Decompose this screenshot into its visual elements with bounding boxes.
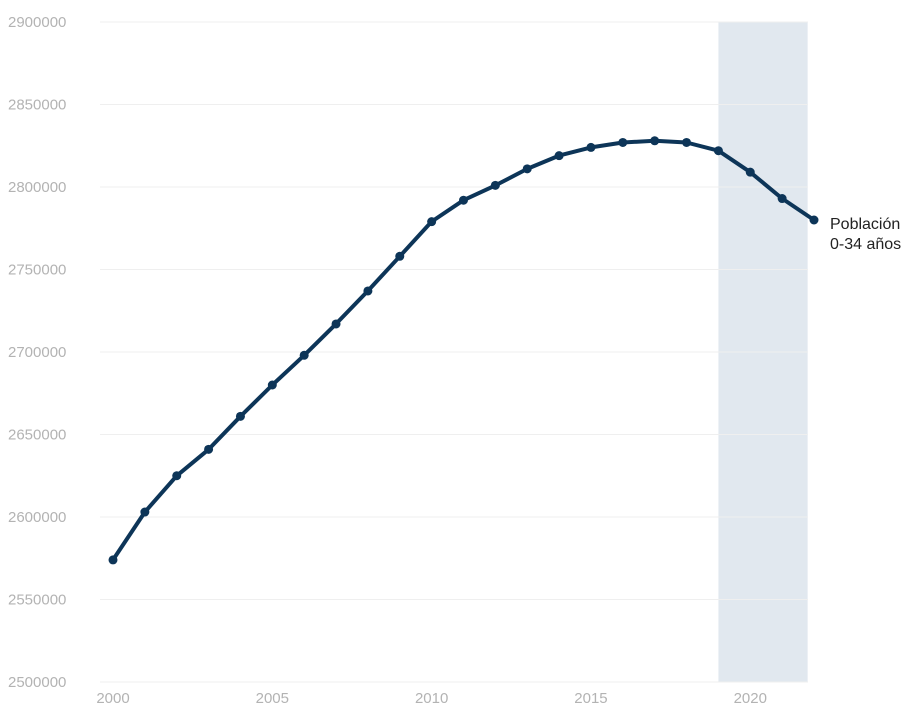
y-tick-label: 2750000 <box>8 262 66 279</box>
data-point <box>618 137 628 147</box>
series-label-line: 0-34 años <box>830 236 901 253</box>
data-point <box>682 137 692 147</box>
data-point <box>745 167 755 177</box>
y-tick-label: 2900000 <box>8 14 66 31</box>
data-point <box>299 350 309 360</box>
x-tick-label: 2015 <box>574 690 607 707</box>
data-point <box>363 286 373 296</box>
y-tick-label: 2600000 <box>8 509 66 526</box>
data-point <box>586 142 596 152</box>
data-point <box>650 136 660 146</box>
data-point <box>554 151 564 161</box>
y-tick-label: 2500000 <box>8 674 66 691</box>
y-tick-label: 2650000 <box>8 427 66 444</box>
data-point <box>777 194 787 204</box>
x-tick-label: 2010 <box>415 690 448 707</box>
data-point <box>235 411 245 421</box>
series-label-layer: Población 0-34 años <box>830 216 901 253</box>
data-point <box>809 215 819 225</box>
data-point <box>108 555 118 565</box>
y-tick-label: 2850000 <box>8 97 66 114</box>
data-point <box>172 471 182 481</box>
data-point <box>427 217 437 227</box>
data-point <box>331 319 341 329</box>
x-tick-label: 2000 <box>96 690 129 707</box>
y-tick-label: 2800000 <box>8 179 66 196</box>
data-point <box>267 380 277 390</box>
y-tick-label: 2700000 <box>8 344 66 361</box>
x-tick-label: 2020 <box>734 690 767 707</box>
x-tick-label: 2005 <box>256 690 289 707</box>
y-axis-tick-labels: 2500000 2550000 2600000 2650000 2700000 27500… <box>8 14 66 691</box>
data-point <box>522 164 532 174</box>
series-label-line: Población <box>830 216 900 233</box>
data-point <box>459 195 468 205</box>
data-point <box>204 444 214 454</box>
x-axis-tick-labels: 2000 2005 2010 2015 2020 <box>96 690 767 707</box>
y-tick-label: 2550000 <box>8 592 66 609</box>
data-point <box>395 251 405 261</box>
gridlines <box>100 21 808 683</box>
series-layer <box>108 136 819 565</box>
data-point <box>713 146 723 156</box>
data-point <box>140 507 150 517</box>
data-point <box>490 180 500 190</box>
